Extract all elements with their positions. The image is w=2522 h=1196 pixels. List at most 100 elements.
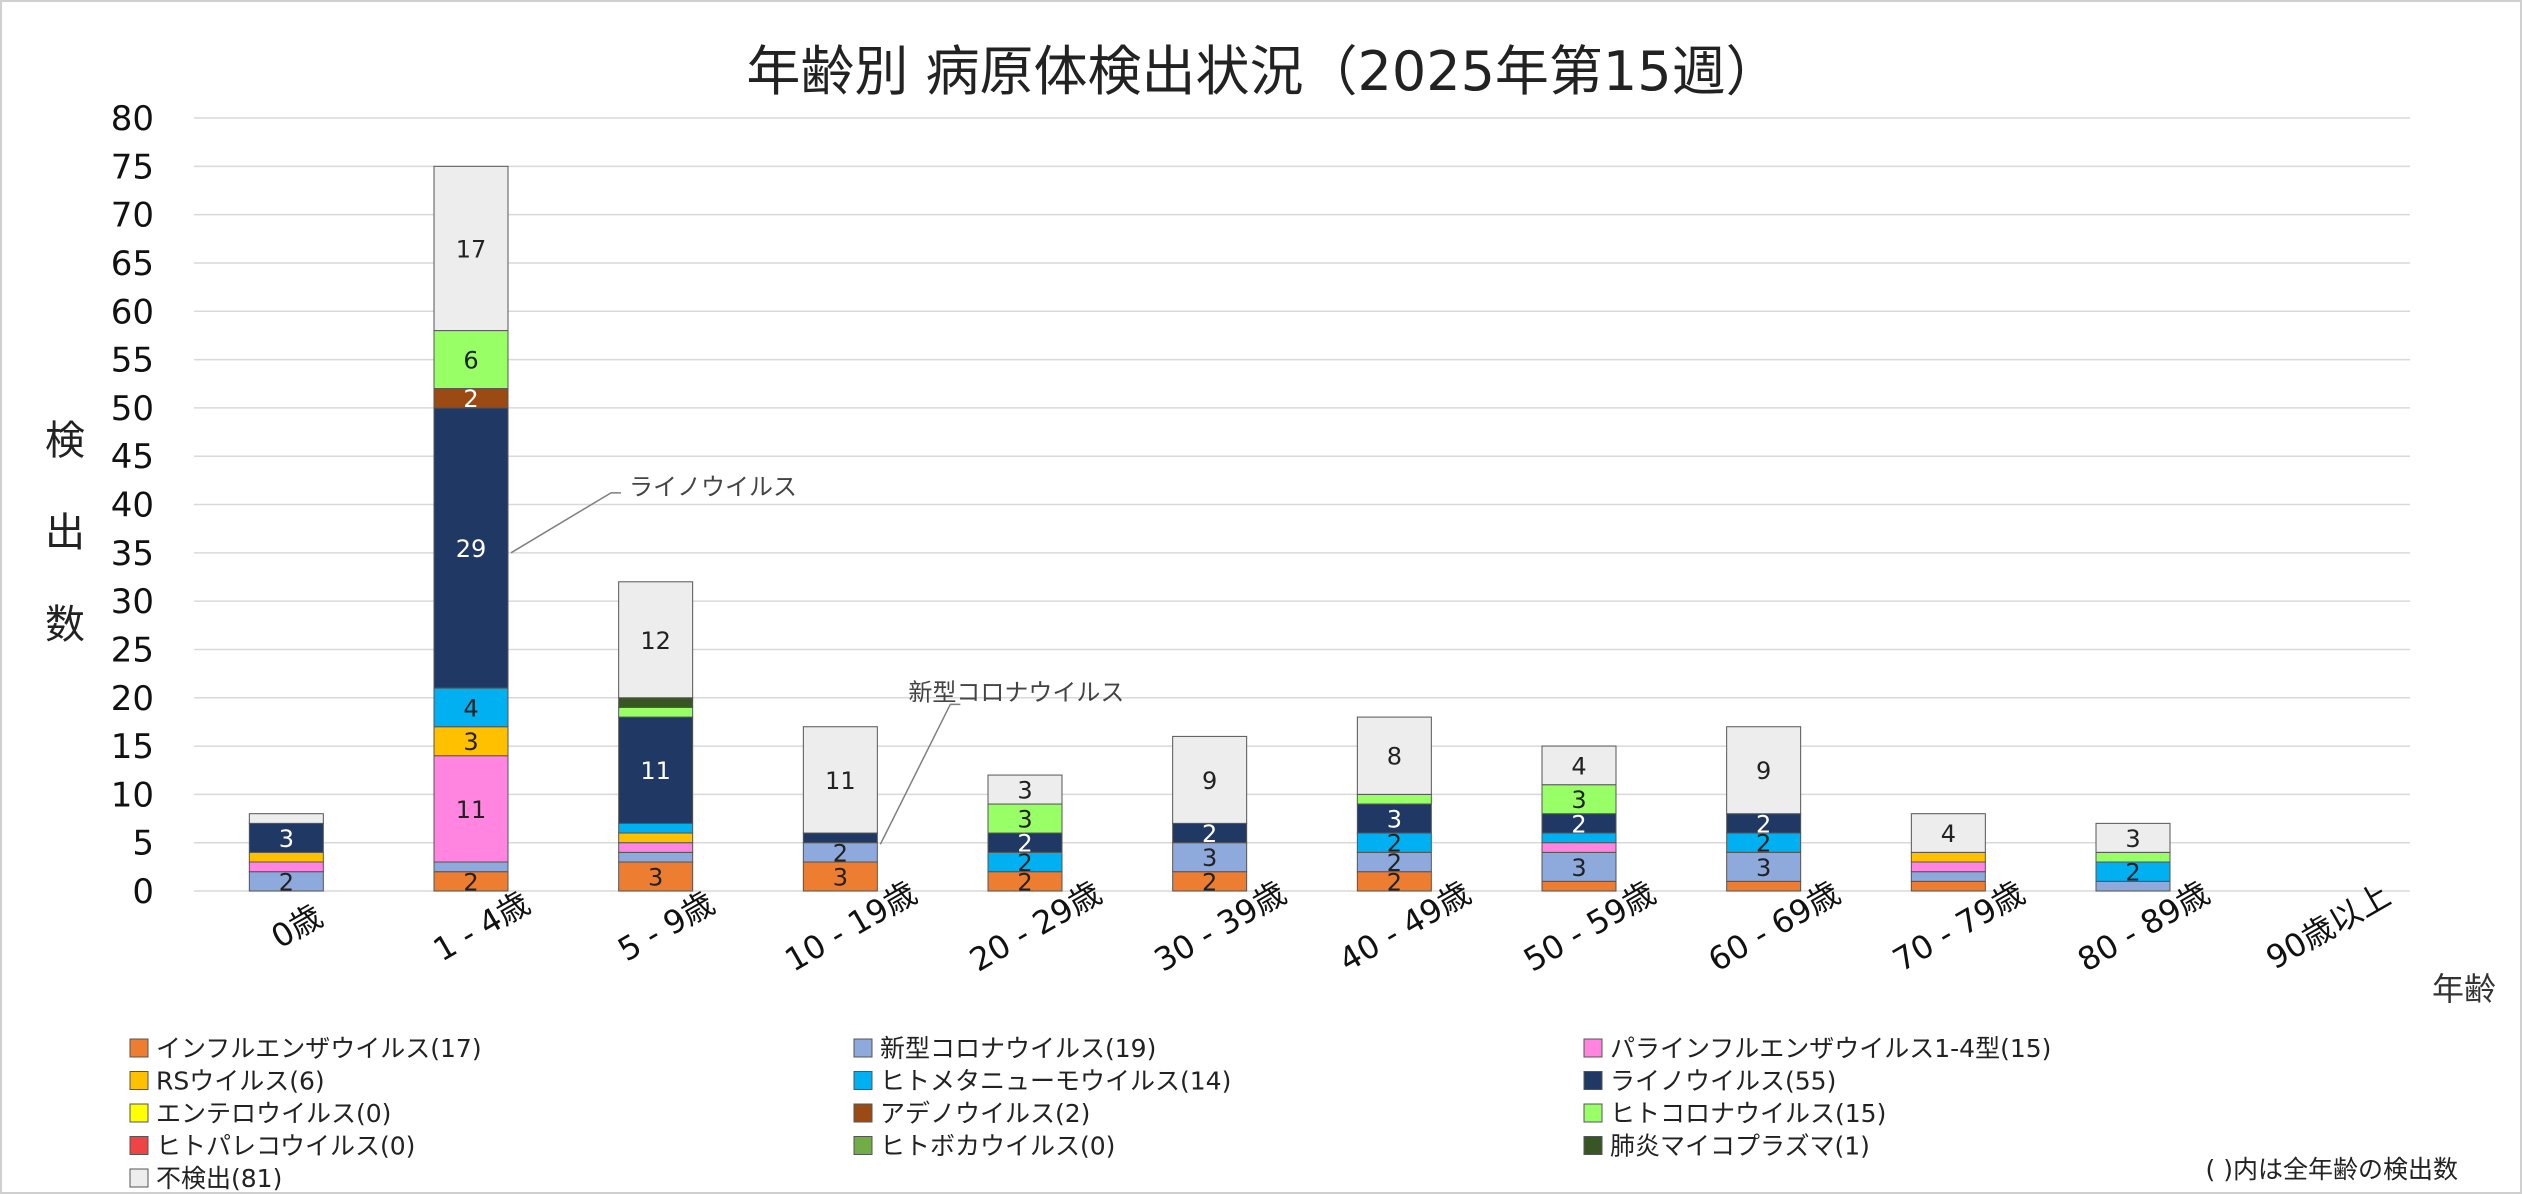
data-label: 17 <box>456 235 487 263</box>
data-label: 3 <box>1571 786 1586 814</box>
data-label: 3 <box>1571 854 1586 882</box>
y-tick-label: 15 <box>111 727 154 767</box>
legend-item: ヒトボカウイルス(0) <box>853 1132 1115 1161</box>
data-label: 2 <box>1756 810 1771 838</box>
y-axis-ticks: 0 5 10 15 20 25 30 35 40 45 50 55 60 65 70 75 80 <box>111 99 154 912</box>
y-tick-label: 75 <box>111 147 154 187</box>
legend-swatch <box>1583 1038 1603 1058</box>
legend-label: 不検出(81) <box>156 1164 282 1193</box>
data-label: 3 <box>2125 825 2140 853</box>
data-label: 2 <box>1202 868 1217 896</box>
x-tick-label: 0歳 <box>265 897 329 956</box>
y-tick-label: 0 <box>132 872 154 912</box>
bar-segment <box>618 842 694 853</box>
legend-swatch <box>129 1071 149 1090</box>
annotation-label: ライノウイルス <box>629 473 797 501</box>
data-label: 9 <box>1202 767 1217 795</box>
data-label: 2 <box>1387 849 1402 877</box>
bar-segment <box>433 165 509 332</box>
data-label: 3 <box>1387 806 1402 834</box>
legend-label: エンテロウイルス(0) <box>156 1099 391 1128</box>
legend-label: アデノウイルス(2) <box>880 1099 1090 1128</box>
data-label: 11 <box>825 767 856 795</box>
bar-segment <box>618 851 694 863</box>
data-label: 3 <box>648 864 663 892</box>
y-tick-label: 20 <box>111 679 154 719</box>
y-tick-label: 45 <box>111 437 154 477</box>
y-tick-label: 50 <box>111 389 154 429</box>
annotation-label: 新型コロナウイルス <box>908 678 1124 706</box>
bar-segment <box>433 407 509 689</box>
bar-stacks <box>248 165 2171 892</box>
y-axis-label-char: 検 <box>45 418 85 464</box>
bar-segment <box>987 803 1063 834</box>
bar-segment <box>1910 871 1986 882</box>
bar-segment <box>1726 880 1802 892</box>
y-axis-label: 検出数 <box>45 418 85 648</box>
legend-item: アデノウイルス(2) <box>853 1099 1090 1128</box>
legend-item: パラインフルエンザウイルス1-4型(15) <box>1583 1034 2051 1063</box>
bar-segment <box>618 706 694 718</box>
bar-segment <box>1541 880 1617 892</box>
legend-swatch <box>129 1168 149 1188</box>
grid-lines <box>194 117 2410 892</box>
bar-segment <box>1910 813 1986 853</box>
legend-item: ヒトコロナウイルス(15) <box>1583 1099 1886 1128</box>
bar-segment <box>248 851 324 863</box>
bar-segment <box>618 697 694 708</box>
legend-swatch <box>129 1038 149 1058</box>
bar-segment <box>2095 822 2171 853</box>
data-label: 8 <box>1387 743 1402 771</box>
x-axis-label: 年齢 <box>2432 970 2496 1008</box>
y-tick-label: 60 <box>111 292 154 332</box>
data-label: 2 <box>1387 868 1402 896</box>
legend-item: ライノウイルス(55) <box>1583 1067 1836 1096</box>
chart-title: 年齢別 病原体検出状況（2025年第15週） <box>746 40 1779 103</box>
y-tick-label: 35 <box>111 534 154 574</box>
data-label: 2 <box>1017 830 1032 858</box>
bar-segment <box>1356 793 1432 805</box>
data-label: 3 <box>279 825 294 853</box>
y-tick-label: 55 <box>111 341 154 381</box>
bar-segment <box>802 861 878 892</box>
legend-swatch <box>853 1103 873 1123</box>
annotation-leader-line <box>879 703 961 845</box>
legend-label: 肺炎マイコプラズマ(1) <box>1610 1132 1870 1161</box>
data-label: 29 <box>456 535 487 563</box>
y-tick-label: 25 <box>111 630 154 670</box>
bar-segment <box>248 813 324 824</box>
data-label: 11 <box>640 757 671 785</box>
data-label: 2 <box>833 839 848 867</box>
legend-swatch <box>853 1136 873 1155</box>
y-tick-label: 65 <box>111 244 154 284</box>
bar-segment <box>1910 880 1986 892</box>
bar-segment <box>618 581 694 699</box>
legend-label: ヒトパレコウイルス(0) <box>156 1132 415 1161</box>
bar-segment <box>1172 842 1248 873</box>
legend-item: RSウイルス(6) <box>129 1067 325 1096</box>
data-label: 2 <box>2125 859 2140 887</box>
y-tick-label: 10 <box>111 775 154 815</box>
x-axis-ticks: 0歳 1 - 4歳 5 - 9歳 10 - 19歳 20 - 29歳 30 - 39歳 40… <box>265 874 2397 980</box>
data-label: 3 <box>463 728 478 756</box>
legend-item: 不検出(81) <box>129 1164 282 1193</box>
bar-segment <box>1541 745 1617 786</box>
legend-item: エンテロウイルス(0) <box>129 1099 391 1128</box>
chart-note: ( )内は全年齢の検出数 <box>2206 1155 2458 1184</box>
data-label: 6 <box>463 347 478 375</box>
legend-label: ヒトボカウイルス(0) <box>880 1132 1115 1161</box>
y-axis-label-char: 出 <box>45 510 85 556</box>
data-label: 11 <box>456 796 487 824</box>
legend: インフルエンザウイルス(17) 新型コロナウイルス(19) パラインフルエンザウイル… <box>129 1034 2051 1193</box>
bar-segment <box>1172 735 1248 824</box>
legend-label: ライノウイルス(55) <box>1610 1067 1836 1096</box>
legend-swatch <box>129 1136 149 1155</box>
bar-segment <box>1910 851 1986 863</box>
bar-segment <box>1356 803 1432 834</box>
data-label: 12 <box>640 627 671 655</box>
bar-segment <box>1356 716 1432 795</box>
legend-item: インフルエンザウイルス(17) <box>129 1034 482 1063</box>
data-label: 3 <box>833 864 848 892</box>
